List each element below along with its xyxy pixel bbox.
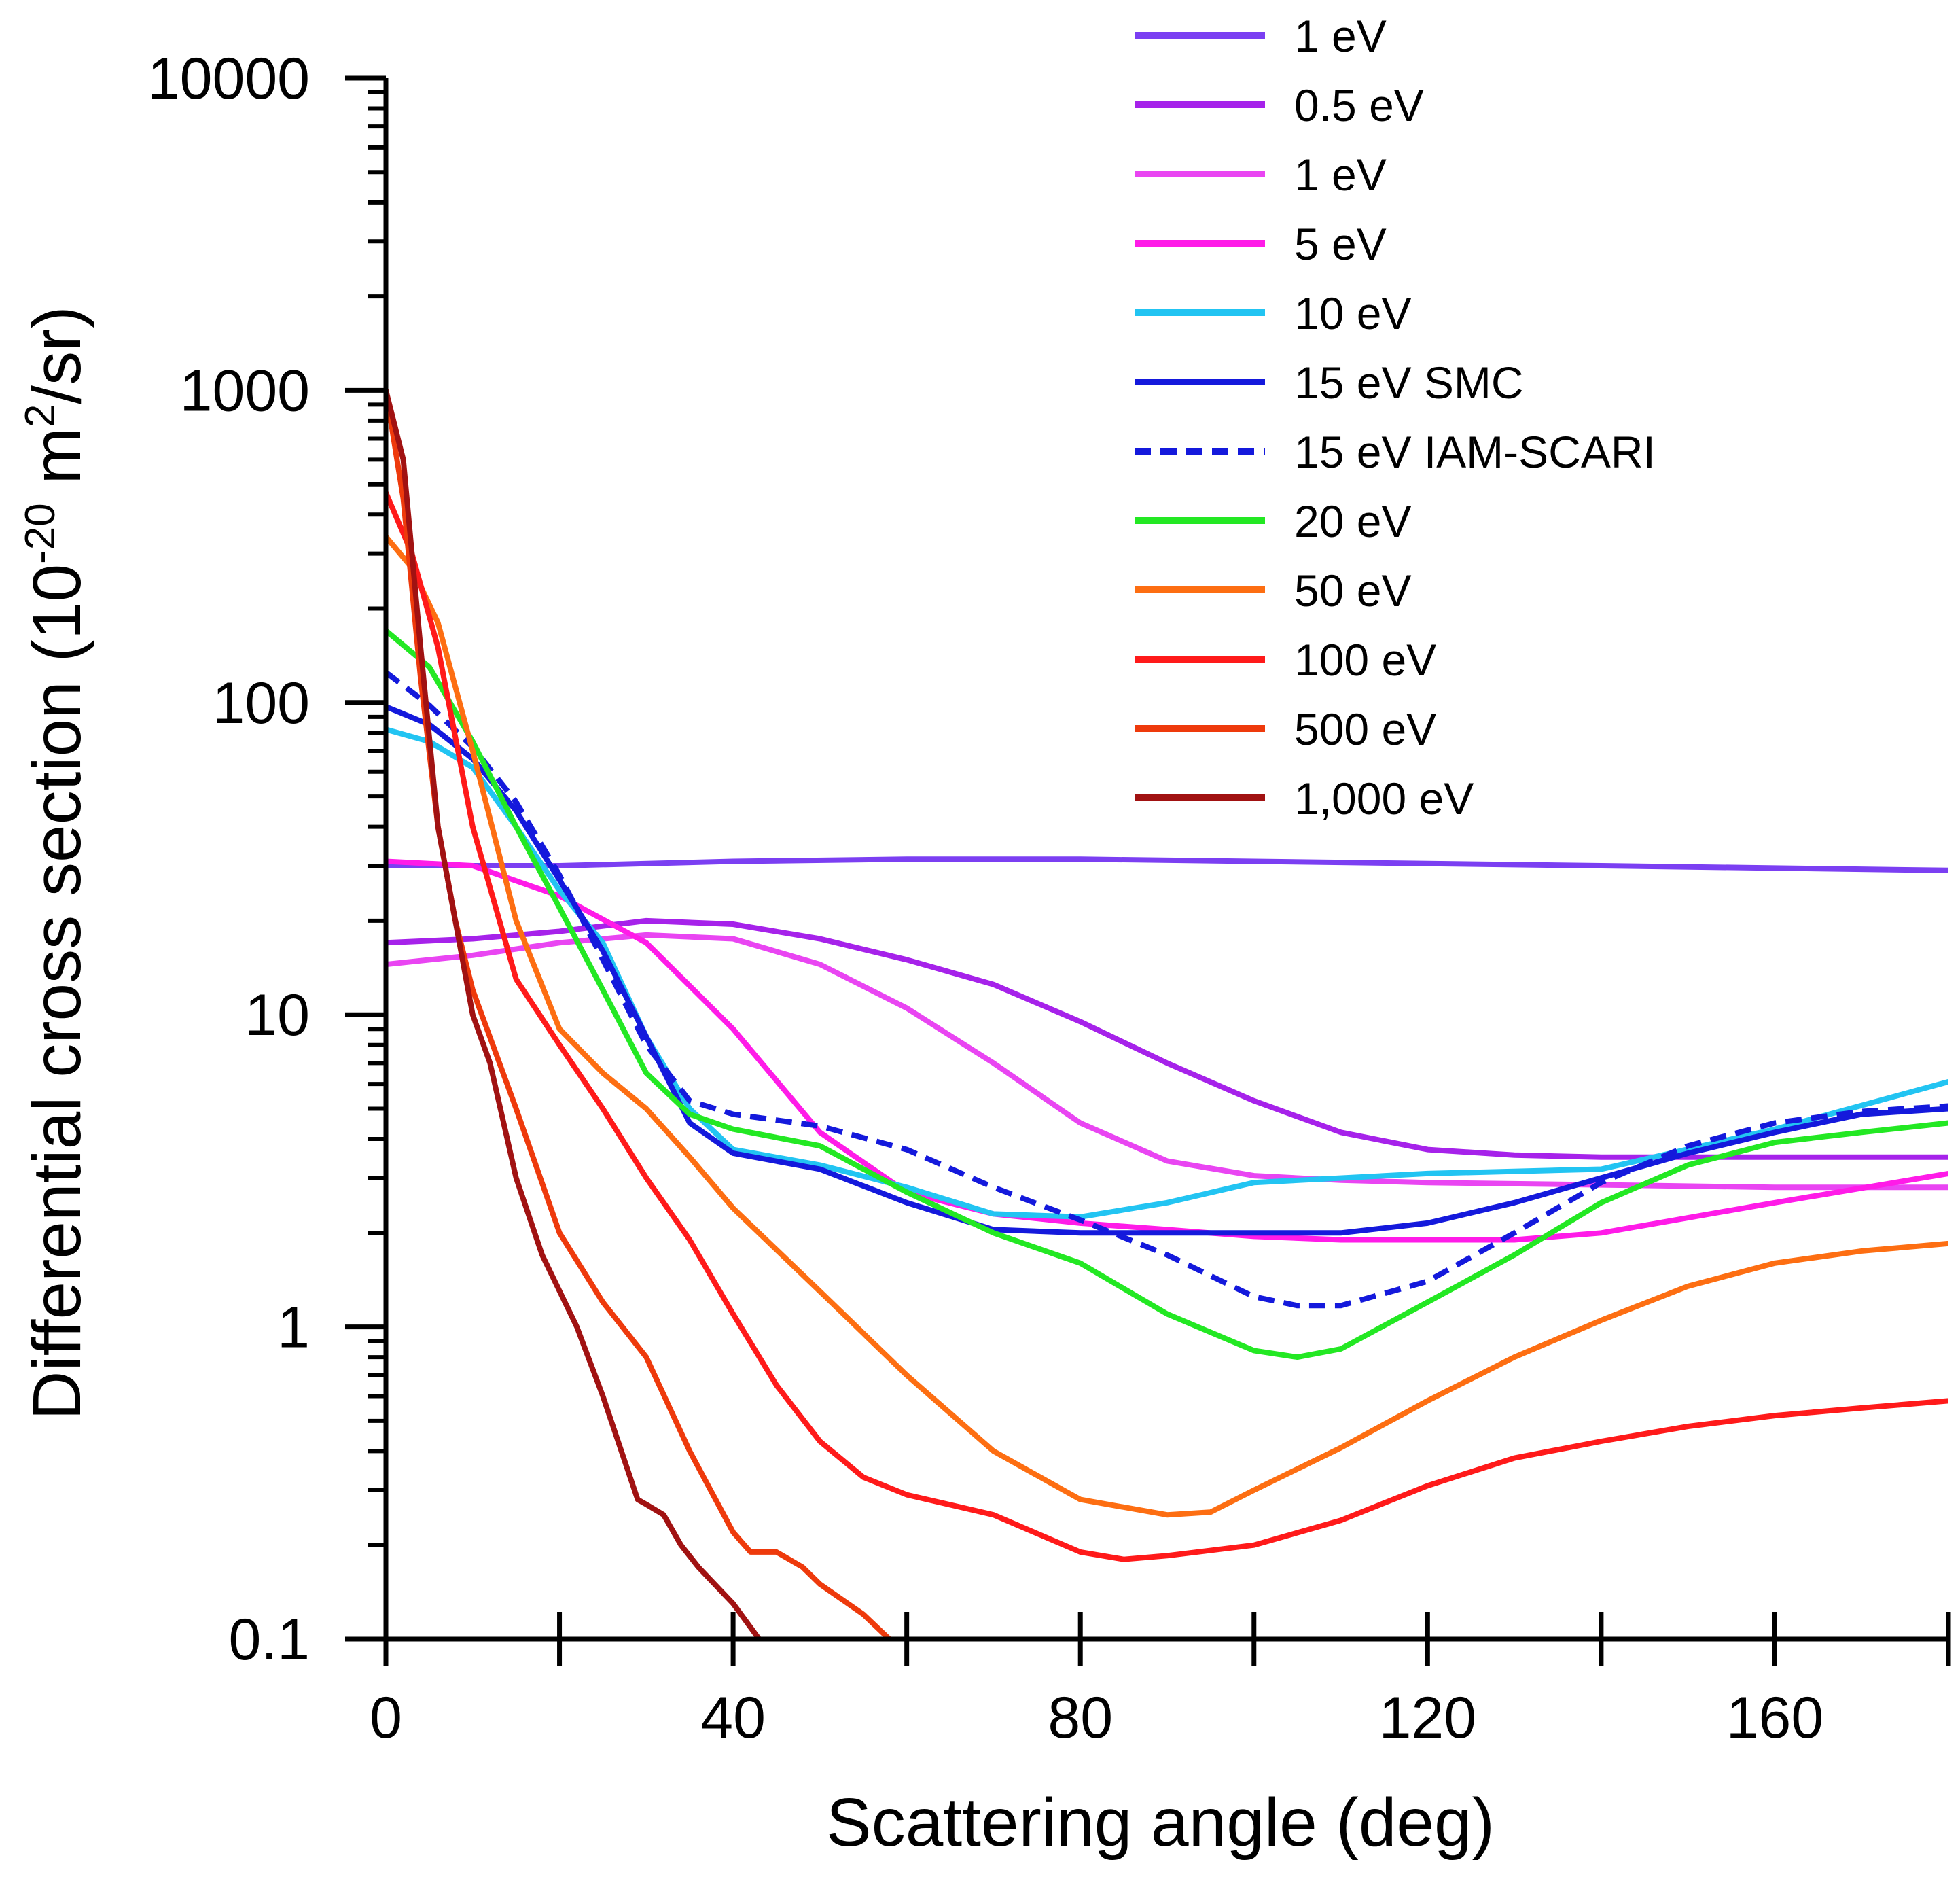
y-axis-title-exponent: -20 xyxy=(17,503,64,564)
legend-label: 1 eV xyxy=(1294,150,1387,200)
series-line-8 xyxy=(386,533,1948,1518)
y-axis-title-unit-exponent: 2 xyxy=(17,404,64,427)
y-tick-label: 100 xyxy=(213,671,310,736)
legend-label: 1 eV xyxy=(1294,11,1387,61)
legend-label: 500 eV xyxy=(1294,704,1436,754)
series-line-4 xyxy=(386,726,1948,1220)
x-tick-label: 160 xyxy=(1726,1685,1824,1751)
series-line-5 xyxy=(386,703,1948,1236)
y-major-ticks xyxy=(345,75,386,1642)
y-axis-title: Differential cross section (10-20 m2/sr) xyxy=(17,306,95,1420)
x-tick-label: 80 xyxy=(1048,1685,1113,1751)
legend-label: 0.5 eV xyxy=(1294,80,1424,130)
legend-label: 100 eV xyxy=(1294,635,1436,685)
series-line-1 xyxy=(386,917,1948,1160)
y-tick-label: 1000 xyxy=(180,358,310,423)
y-tick-label: 10 xyxy=(245,983,310,1048)
series-layer xyxy=(386,387,1948,1639)
series-line-0 xyxy=(386,856,1948,873)
tick-labels: 0.1 1 10 100 1000 10000 0 40 80 120 160 xyxy=(147,46,1823,1751)
y-axis-title-suffix: /sr) xyxy=(19,306,95,404)
series-line-11 xyxy=(386,387,762,1639)
y-tick-label: 1 xyxy=(277,1295,310,1360)
x-tick-label: 40 xyxy=(700,1685,766,1751)
legend-label: 1,000 eV xyxy=(1294,773,1474,824)
x-axis-title: Scattering angle (deg) xyxy=(826,1785,1495,1861)
series-line-6 xyxy=(386,670,1948,1309)
y-axis-title-prefix: Differential cross section (10 xyxy=(19,564,95,1420)
y-axis-title-unit: m xyxy=(19,427,95,503)
legend-label: 50 eV xyxy=(1294,565,1411,616)
y-minor-ticks xyxy=(368,90,386,1547)
series-line-7 xyxy=(386,627,1948,1360)
x-tick-label: 120 xyxy=(1379,1685,1477,1751)
y-tick-label: 10000 xyxy=(147,46,310,111)
series-line-9 xyxy=(386,490,1948,1562)
y-tick-label: 0.1 xyxy=(228,1607,310,1672)
legend-label: 15 eV IAM-SCARI xyxy=(1294,427,1656,477)
series-line-3 xyxy=(386,858,1948,1243)
legend-label: 15 eV SMC xyxy=(1294,357,1523,408)
legend-label: 20 eV xyxy=(1294,496,1411,546)
legend: 1 eV 0.5 eV 1 eV 5 eV 10 eV 15 eV SMC 15 eV IA… xyxy=(1135,11,1656,824)
axes xyxy=(383,78,1948,1642)
legend-label: 10 eV xyxy=(1294,288,1411,338)
legend-label: 5 eV xyxy=(1294,219,1387,269)
x-tick-label: 0 xyxy=(370,1685,402,1751)
x-ticks xyxy=(383,1612,1951,1666)
